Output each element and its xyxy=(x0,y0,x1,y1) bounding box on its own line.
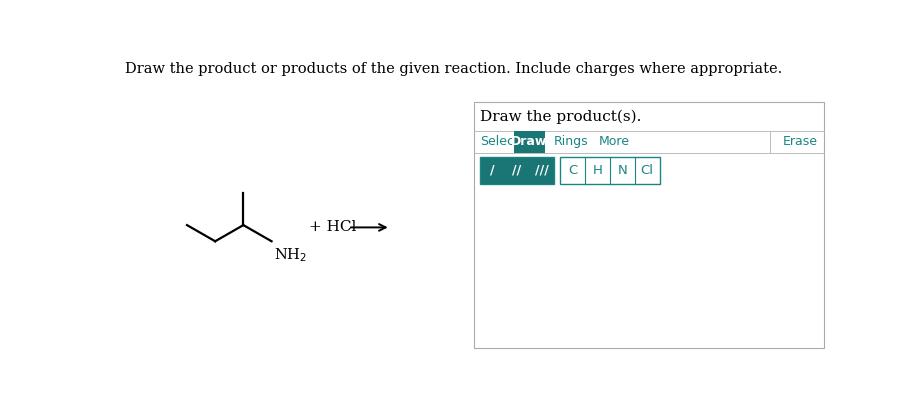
Bar xyxy=(505,157,529,184)
Text: //: // xyxy=(512,164,521,177)
Bar xyxy=(529,157,554,184)
Text: C: C xyxy=(568,164,578,177)
Text: ///: /// xyxy=(535,164,549,177)
Bar xyxy=(480,157,554,184)
Text: /: / xyxy=(490,164,494,177)
Text: Draw the product(s).: Draw the product(s). xyxy=(480,110,641,124)
Text: Cl: Cl xyxy=(640,164,653,177)
Bar xyxy=(480,157,505,184)
Text: Rings: Rings xyxy=(554,136,589,148)
Text: Draw the product or products of the given reaction. Include charges where approp: Draw the product or products of the give… xyxy=(125,62,782,76)
Text: More: More xyxy=(599,136,630,148)
Text: Draw: Draw xyxy=(511,136,548,148)
Text: Select: Select xyxy=(480,136,518,148)
Text: + HCl: + HCl xyxy=(310,220,357,234)
Bar xyxy=(474,102,824,348)
Bar xyxy=(514,131,545,153)
Text: Erase: Erase xyxy=(783,136,818,148)
Text: N: N xyxy=(617,164,627,177)
Bar xyxy=(560,157,660,184)
Text: NH$_2$: NH$_2$ xyxy=(274,246,307,264)
Text: H: H xyxy=(592,164,602,177)
